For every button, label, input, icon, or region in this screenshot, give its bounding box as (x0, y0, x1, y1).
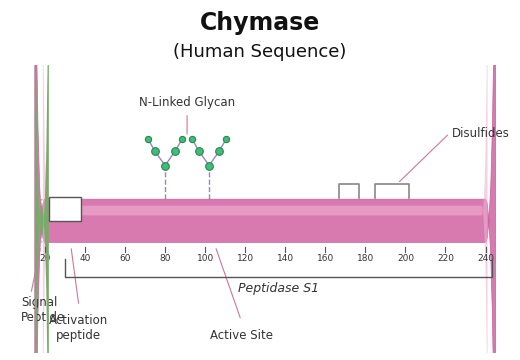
Text: (Human Sequence): (Human Sequence) (173, 43, 347, 61)
Text: 160: 160 (317, 255, 334, 264)
Text: 60: 60 (119, 255, 131, 264)
Text: Peptidase S1: Peptidase S1 (238, 282, 319, 295)
FancyBboxPatch shape (43, 0, 488, 360)
Text: 40: 40 (79, 255, 90, 264)
Text: 20: 20 (39, 255, 50, 264)
Text: 240: 240 (477, 255, 494, 264)
Bar (49, 197, 81, 221)
Text: Activation
peptide: Activation peptide (49, 314, 109, 342)
Text: 80: 80 (159, 255, 171, 264)
FancyBboxPatch shape (35, 0, 496, 360)
Text: Signal
Peptide: Signal Peptide (21, 296, 65, 324)
Text: 140: 140 (277, 255, 294, 264)
Text: 200: 200 (397, 255, 414, 264)
Text: 220: 220 (437, 255, 454, 264)
Text: Active Site: Active Site (210, 329, 272, 342)
FancyBboxPatch shape (35, 0, 49, 360)
Text: 120: 120 (237, 255, 254, 264)
Text: Disulfides: Disulfides (451, 127, 510, 140)
Text: 100: 100 (197, 255, 214, 264)
Text: N-Linked Glycan: N-Linked Glycan (139, 96, 235, 109)
Text: Chymase: Chymase (200, 11, 320, 35)
Text: 180: 180 (357, 255, 374, 264)
